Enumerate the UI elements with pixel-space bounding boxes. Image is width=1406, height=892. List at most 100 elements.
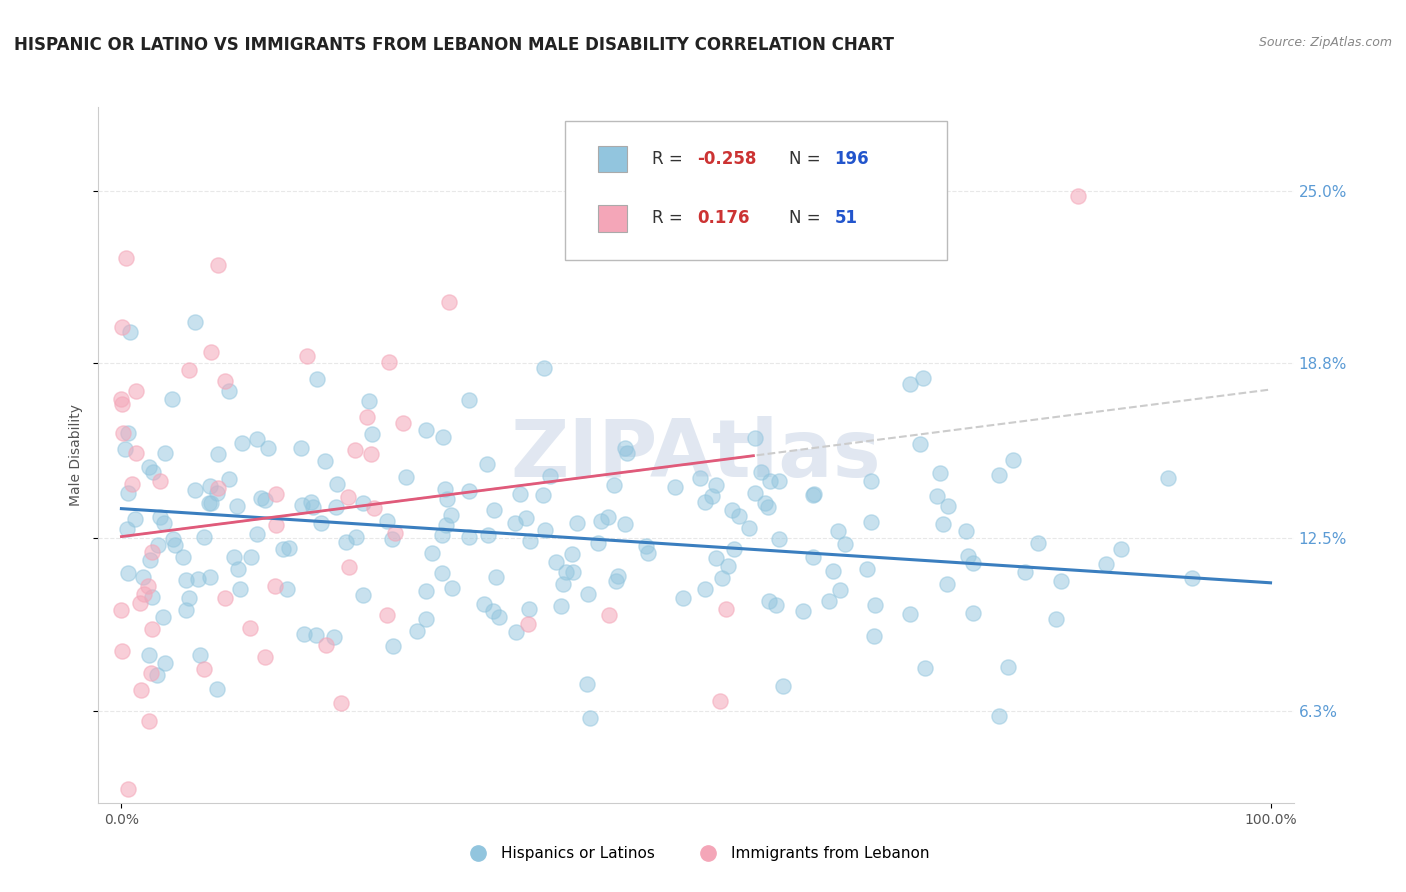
Point xyxy=(415,423,437,437)
Point xyxy=(860,516,883,530)
Point xyxy=(381,532,404,546)
Point xyxy=(672,591,695,606)
Point xyxy=(111,319,134,334)
Point xyxy=(1067,188,1090,202)
Point xyxy=(141,545,163,559)
Point xyxy=(188,648,211,663)
Point xyxy=(184,315,207,329)
Point xyxy=(117,425,139,440)
Point xyxy=(562,566,585,580)
Point xyxy=(330,696,353,710)
Point xyxy=(457,484,479,499)
Point xyxy=(834,537,856,551)
Point xyxy=(205,682,228,697)
Point xyxy=(515,511,537,525)
Point xyxy=(1095,557,1118,571)
Point xyxy=(865,598,887,612)
Point xyxy=(801,488,824,502)
Point xyxy=(440,508,463,522)
Point xyxy=(256,442,278,456)
Point xyxy=(146,538,169,552)
Point xyxy=(634,539,657,553)
Point xyxy=(768,475,790,489)
Point xyxy=(695,495,717,509)
Point xyxy=(184,483,207,498)
Point xyxy=(148,474,170,488)
FancyBboxPatch shape xyxy=(565,121,948,260)
Point xyxy=(1157,471,1180,485)
Point xyxy=(768,532,790,546)
Point xyxy=(955,524,977,538)
Point xyxy=(117,781,139,796)
Point xyxy=(997,660,1019,674)
Point xyxy=(120,325,142,339)
Point xyxy=(765,598,787,612)
Point xyxy=(198,479,221,493)
Point xyxy=(214,591,236,606)
Point xyxy=(434,483,457,497)
Point xyxy=(1181,571,1204,585)
Point xyxy=(589,514,612,528)
Point xyxy=(239,620,262,634)
Point xyxy=(138,714,160,729)
Point xyxy=(246,432,269,446)
Point xyxy=(314,454,336,468)
Point xyxy=(381,639,404,653)
Point xyxy=(111,397,134,411)
Point xyxy=(900,376,922,391)
Point xyxy=(152,609,174,624)
Point xyxy=(134,587,156,601)
Point xyxy=(931,516,953,531)
Point xyxy=(485,570,508,584)
Point xyxy=(187,572,209,586)
Point xyxy=(115,252,138,266)
Text: Source: ZipAtlas.com: Source: ZipAtlas.com xyxy=(1258,36,1392,49)
Point xyxy=(717,559,740,574)
Point xyxy=(153,516,176,531)
Point xyxy=(700,489,723,503)
Point xyxy=(177,591,200,605)
Point xyxy=(172,550,194,565)
Point xyxy=(588,536,610,550)
Point xyxy=(534,523,557,537)
Point xyxy=(516,617,538,632)
Point xyxy=(758,593,780,607)
Point xyxy=(614,441,637,455)
Point xyxy=(360,447,382,461)
Point xyxy=(458,530,481,544)
Point xyxy=(315,638,337,652)
Text: N =: N = xyxy=(789,210,821,227)
Point xyxy=(111,644,134,658)
Point xyxy=(987,467,1010,482)
Point xyxy=(357,394,380,409)
Point xyxy=(218,384,240,399)
Point xyxy=(360,426,382,441)
Point xyxy=(384,525,406,540)
Point xyxy=(254,492,277,507)
Point xyxy=(115,522,138,536)
Point xyxy=(956,549,979,563)
Point xyxy=(277,541,299,555)
Point xyxy=(335,535,357,549)
Point xyxy=(517,602,540,616)
Point xyxy=(271,542,294,557)
Point xyxy=(505,624,527,639)
Point xyxy=(198,496,221,510)
Point xyxy=(138,459,160,474)
Point xyxy=(664,480,686,494)
Point xyxy=(578,711,600,725)
Point xyxy=(207,481,229,495)
Point xyxy=(1001,452,1024,467)
Point xyxy=(744,432,766,446)
Point xyxy=(1014,565,1036,579)
Point xyxy=(136,578,159,592)
Point xyxy=(616,445,638,459)
Point xyxy=(363,501,385,516)
Point xyxy=(598,510,620,524)
Point xyxy=(176,573,198,587)
Point xyxy=(910,437,932,451)
Point xyxy=(305,627,328,641)
Point xyxy=(292,627,315,641)
Point xyxy=(744,485,766,500)
Point xyxy=(222,550,245,565)
